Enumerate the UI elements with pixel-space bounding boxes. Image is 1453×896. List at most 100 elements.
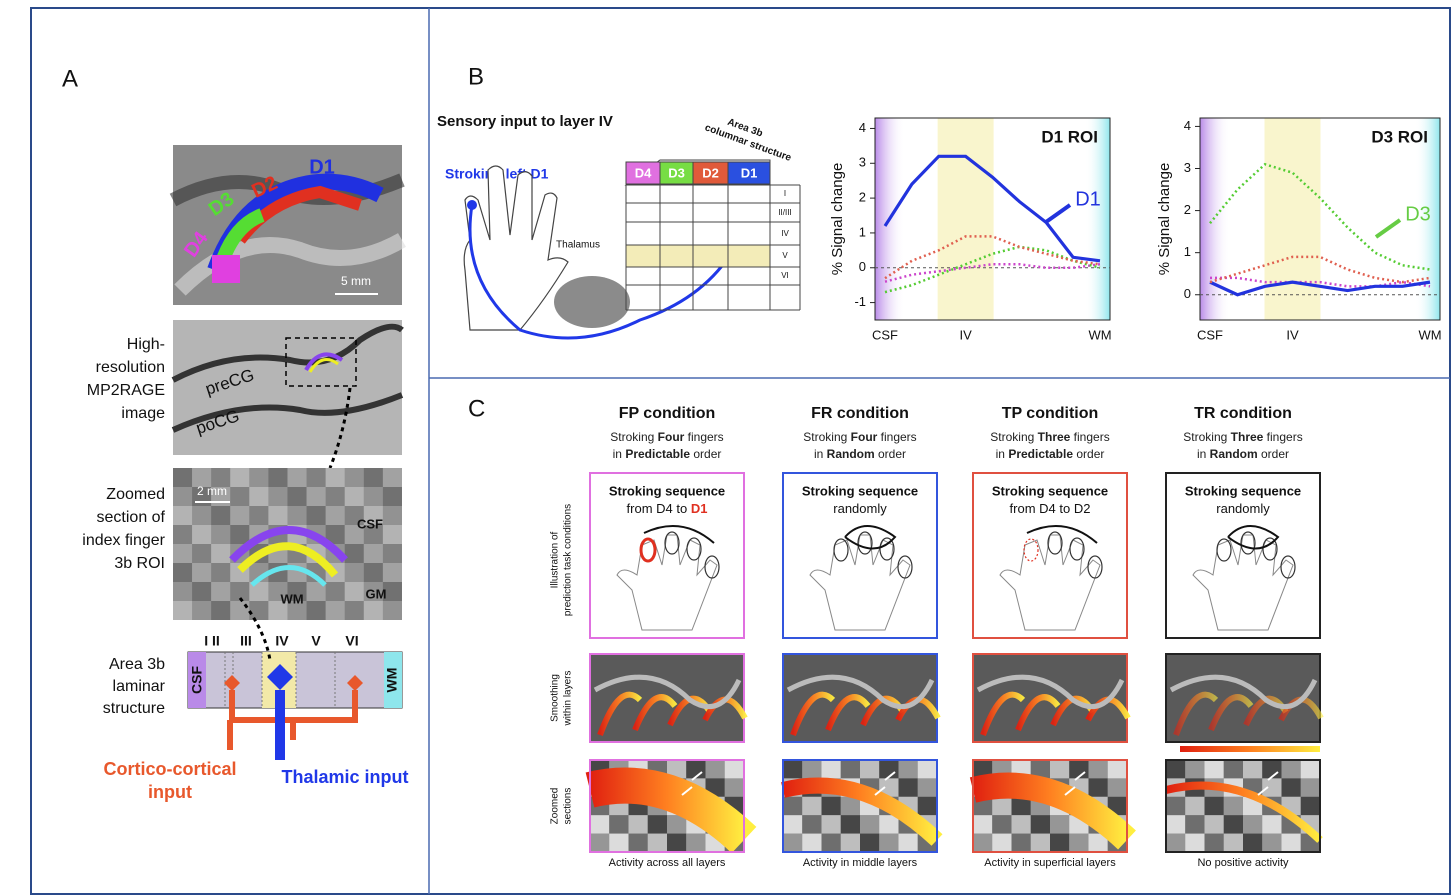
lam-end: WM [384,668,400,693]
voxel [345,601,364,620]
condition-desc: in Random order [814,447,906,461]
voxel [249,468,268,487]
voxel [268,506,287,525]
layer-label: VI [781,271,789,280]
box-title: Stroking sequence [609,483,725,498]
y-axis-label: % Signal change [829,163,846,276]
layer-label: IV [275,633,289,649]
desc-part: Stroking [610,430,657,444]
voxel [364,487,383,506]
voxel [192,582,211,601]
voxel [783,815,802,833]
row-label: Smoothing [550,674,561,722]
condition-desc: Stroking Four fingers [803,430,916,444]
voxel [307,506,326,525]
y-tick-label: -1 [854,294,866,309]
voxel [345,582,364,601]
voxel [326,487,345,506]
panel-b: BSensory input to layer IVStroking left … [437,63,1442,342]
voxel [992,834,1011,852]
box-sub: from D4 to D1 [627,501,708,516]
voxel [1089,760,1108,778]
voxel [345,487,364,506]
voxel [211,601,230,620]
voxel [1262,778,1281,796]
voxel [383,525,402,544]
voxel [609,834,628,852]
voxel [1012,815,1031,833]
voxel [841,834,860,852]
desc-part: Four [851,430,878,444]
row-label: Zoomed [550,788,561,825]
voxel [173,544,192,563]
caption: index finger [82,532,165,549]
y-tick-label: 3 [859,155,866,170]
voxel [629,815,648,833]
voxel [1185,797,1204,815]
voxel [1243,760,1262,778]
scale-label: 2 mm [197,484,227,498]
y-tick-label: 2 [1184,202,1191,217]
column-digit: D4 [635,165,652,180]
voxel [1108,760,1127,778]
voxel [802,797,821,815]
desc-part: fingers [684,430,723,444]
diagram-title: Sensory input to layer IV [437,113,613,130]
caption: Zoomed [106,486,165,503]
annotation-arrow [1376,220,1400,237]
voxel [1224,834,1243,852]
condition-caption: No positive activity [1197,857,1289,869]
condition-caption: Activity in superficial layers [984,857,1116,869]
box-sub-part: randomly [833,501,887,516]
voxel [1166,815,1185,833]
voxel [230,468,249,487]
desc-part: in [814,447,827,461]
condition-title: FP condition [619,405,716,422]
condition-caption: Activity across all layers [609,857,726,869]
box-title: Stroking sequence [992,483,1108,498]
layer-label: I [784,189,786,198]
voxel [1224,760,1243,778]
voxel [686,834,705,852]
color-scale [1180,746,1320,752]
voxel [802,834,821,852]
plot-title: D1 ROI [1041,127,1098,146]
voxel [211,525,230,544]
voxel [345,563,364,582]
voxel [802,815,821,833]
x-tick-label: IV [1286,327,1299,342]
voxel [287,506,306,525]
voxel [230,487,249,506]
box-title: Stroking sequence [802,483,918,498]
row-label: sections [563,788,574,825]
voxel [648,815,667,833]
voxel [383,563,402,582]
voxel [1185,834,1204,852]
voxel [822,797,841,815]
voxel [230,506,249,525]
box-sub-part: from D4 to D2 [1010,501,1091,516]
condition-desc: in Predictable order [613,447,722,461]
input-label: Thalamic input [281,767,408,787]
annotation-arrow [1046,205,1070,222]
caption: High- [127,336,165,353]
voxel [1069,834,1088,852]
caption: structure [103,700,165,717]
tissue-label: GM [366,586,387,601]
desc-part: Random [1210,447,1258,461]
voxel [725,778,744,796]
voxel [1243,815,1262,833]
voxel [918,797,937,815]
voxel [1282,760,1301,778]
voxel [899,760,918,778]
voxel [249,487,268,506]
layer-label: VI [345,633,358,649]
voxel [249,601,268,620]
layer-iv-band [1265,118,1321,320]
panel-label: B [468,63,484,90]
voxel [307,487,326,506]
desc-part: order [690,447,721,461]
caption: section of [97,509,166,526]
condition-title: TR condition [1194,405,1292,422]
voxel [364,601,383,620]
